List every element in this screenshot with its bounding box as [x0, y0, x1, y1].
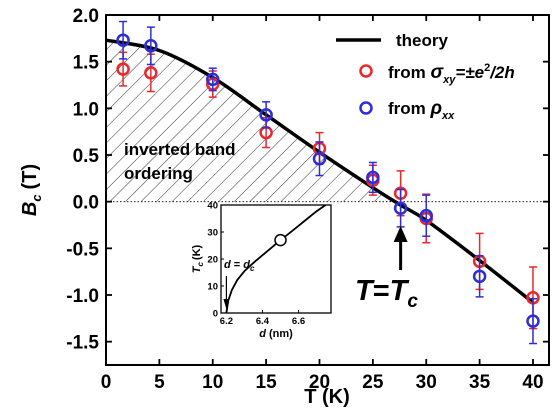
- inset-annotation-eq: =: [231, 259, 244, 271]
- inset-y-axis-title-unit: (K): [191, 244, 203, 260]
- x-tick-label: 15: [256, 372, 278, 393]
- inset-y-tick-label: 40: [207, 201, 218, 212]
- plot-frame: [105, 14, 550, 366]
- inset-x-axis-title-d: d: [259, 328, 266, 340]
- series-theory-line: [105, 38, 535, 304]
- inset-marker: [274, 233, 287, 247]
- data-point-sigma: [144, 66, 158, 80]
- inset-y-axis-title-sub: c: [196, 262, 205, 267]
- inset-y-tick-label: 0: [213, 309, 218, 320]
- y-axis-title-unit: (T): [19, 164, 41, 190]
- inset-y-axis-title: Tc (K): [191, 244, 205, 273]
- y-tick-label: -1.5: [66, 333, 99, 354]
- inset-y-tick-label: 10: [207, 282, 218, 293]
- y-axis: -1.5 -1.0 -0.5 0.0 0.5 1.0 1.5 2.0: [66, 6, 549, 354]
- y-tick-label: 1.0: [73, 99, 99, 120]
- inset-annotation-sub: c: [250, 264, 255, 273]
- data-point-rho: [116, 33, 130, 47]
- data-point-rho: [205, 72, 220, 87]
- data-points: [116, 20, 540, 345]
- inset-x-tick-label: 6.2: [220, 316, 233, 327]
- tc-label: T=Tc: [355, 275, 418, 312]
- inset-y-axis: 0 10 20 30 40: [207, 201, 224, 320]
- y-axis-title: Bc (T): [19, 164, 44, 216]
- inset-annotation-label: d = dc: [224, 259, 255, 273]
- y-axis-title-sub: c: [29, 194, 44, 202]
- legend: theory from σxy=±e2/2h from ρxx: [336, 31, 515, 122]
- x-axis-title: T (K): [304, 386, 350, 408]
- tc-label-t: T: [355, 275, 375, 307]
- x-tick-label: 0: [101, 372, 112, 393]
- x-axis: 0 5 10 15 20 25 30 35 40: [101, 15, 544, 393]
- y-tick-label: -0.5: [66, 239, 99, 260]
- legend-sigma-rest: =±e: [455, 63, 484, 82]
- x-tick-label: 20: [309, 372, 330, 393]
- inset-y-axis-title-main: T: [191, 265, 203, 273]
- legend-sigma-swatch: [359, 64, 373, 78]
- y-tick-label: 1.5: [73, 53, 100, 74]
- tc-arrow-head: [393, 226, 408, 242]
- y-tick-label: -1.0: [66, 286, 99, 307]
- data-point-rho: [366, 170, 380, 185]
- y-tick-label: 0.0: [73, 193, 99, 214]
- inset-x-axis-title-unit: (nm): [266, 328, 293, 340]
- legend-rho-label: from ρxx: [388, 98, 455, 122]
- legend-sigma-label: from σxy=±e2/2h: [388, 62, 515, 86]
- legend-sigma-prefix: from: [388, 63, 431, 82]
- legend-rho-sub: xx: [441, 110, 455, 122]
- inset-frame: [220, 204, 332, 314]
- data-point-rho: [144, 39, 158, 53]
- inset-x-tick-label: 6.4: [256, 316, 270, 327]
- x-tick-label: 10: [202, 372, 223, 393]
- inset-annotation-dc: d: [243, 259, 250, 271]
- tc-arrow: [393, 226, 408, 270]
- legend-rho-prefix: from: [388, 99, 431, 118]
- data-point-rho: [312, 151, 327, 166]
- inset-x-axis-title: d (nm): [259, 328, 293, 340]
- inset-y-tick-label: 30: [207, 228, 218, 239]
- legend-theory-label: theory: [396, 31, 449, 50]
- inset-curve: [225, 205, 327, 313]
- inset-y-tick-label: 20: [207, 255, 218, 266]
- x-tick-label: 5: [154, 372, 165, 393]
- inset-arrow-head: [223, 299, 230, 309]
- legend-rho-swatch: [359, 101, 373, 115]
- data-point-rho: [259, 108, 273, 122]
- data-point-rho: [419, 208, 433, 223]
- region-label-line1: inverted band: [124, 140, 235, 159]
- x-tick-label: 30: [416, 372, 437, 393]
- x-tick-label: 40: [522, 372, 543, 393]
- legend-sigma-tail: /2h: [489, 63, 515, 82]
- inset-annotation-d: d: [224, 259, 231, 271]
- legend-sigma-sup: 2: [484, 62, 490, 74]
- legend-sigma-symbol: σ: [431, 62, 445, 83]
- x-tick-label: 35: [469, 372, 491, 393]
- x-tick-label: 25: [362, 372, 384, 393]
- legend-rho-symbol: ρ: [430, 98, 443, 119]
- legend-sigma-sub: xy: [442, 74, 456, 86]
- region-label-line2: ordering: [124, 164, 193, 183]
- data-point-rho: [472, 269, 487, 284]
- data-point-rho: [526, 314, 540, 328]
- tc-label-tc: T: [390, 275, 410, 307]
- data-point-rho: [393, 201, 408, 215]
- y-tick-label: 2.0: [73, 6, 99, 27]
- y-axis-title-main: B: [19, 202, 41, 216]
- inset-x-tick-label: 6.6: [292, 316, 305, 327]
- data-point-sigma: [116, 62, 130, 76]
- tc-label-eq: =: [373, 275, 390, 307]
- tc-label-sub: c: [407, 291, 418, 312]
- y-tick-label: 0.5: [73, 146, 100, 167]
